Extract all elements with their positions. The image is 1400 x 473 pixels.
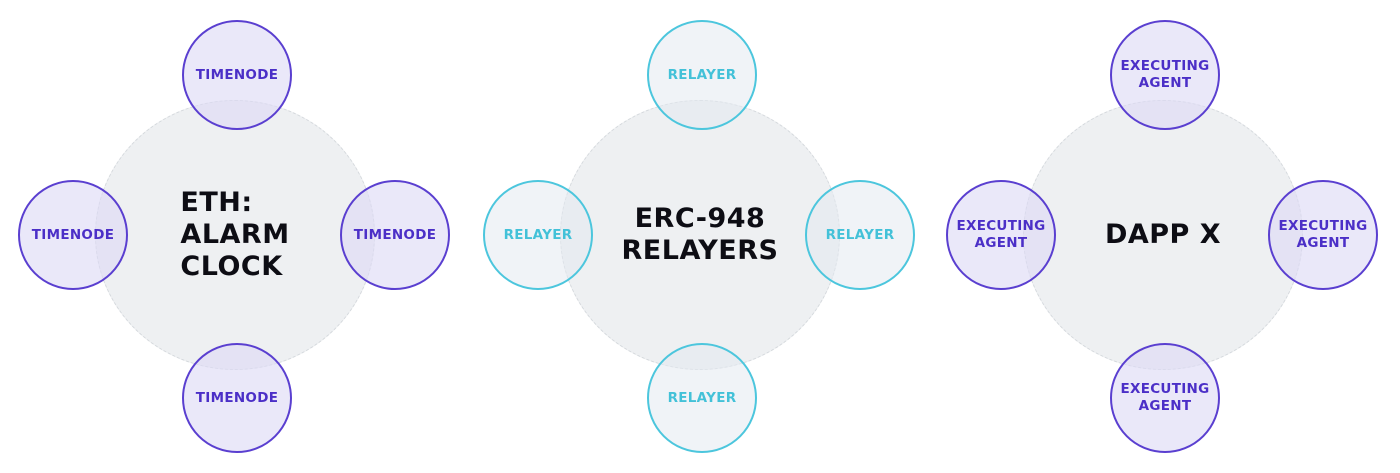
cluster-dapp-x: DAPP X EXECUTING AGENT EXECUTING AGENT E… bbox=[928, 0, 1388, 473]
relayer-bottom: RELAYER bbox=[647, 343, 757, 453]
executing-agent-left: EXECUTING AGENT bbox=[946, 180, 1056, 290]
node-label: TIMENODE bbox=[31, 226, 115, 243]
node-label: RELAYER bbox=[503, 226, 573, 243]
cluster-erc-948-relayers: ERC-948 RELAYERS RELAYER RELAYER RELAYER… bbox=[465, 0, 925, 473]
node-label: RELAYER bbox=[825, 226, 895, 243]
relayer-top: RELAYER bbox=[647, 20, 757, 130]
node-label: RELAYER bbox=[667, 66, 737, 83]
node-label: RELAYER bbox=[667, 389, 737, 406]
node-label: TIMENODE bbox=[353, 226, 437, 243]
node-label: EXECUTING AGENT bbox=[956, 218, 1046, 251]
node-label: EXECUTING AGENT bbox=[1120, 381, 1210, 414]
executing-agent-top: EXECUTING AGENT bbox=[1110, 20, 1220, 130]
relayer-right: RELAYER bbox=[805, 180, 915, 290]
executing-agent-bottom: EXECUTING AGENT bbox=[1110, 343, 1220, 453]
node-label: TIMENODE bbox=[195, 66, 279, 83]
executing-agent-right: EXECUTING AGENT bbox=[1268, 180, 1378, 290]
timenode-left: TIMENODE bbox=[18, 180, 128, 290]
node-label: TIMENODE bbox=[195, 389, 279, 406]
hub-circle bbox=[560, 100, 840, 370]
timenode-right: TIMENODE bbox=[340, 180, 450, 290]
timenode-top: TIMENODE bbox=[182, 20, 292, 130]
hub-circle bbox=[95, 100, 375, 370]
node-label: EXECUTING AGENT bbox=[1120, 58, 1210, 91]
timenode-bottom: TIMENODE bbox=[182, 343, 292, 453]
hub-circle bbox=[1023, 100, 1303, 370]
relayer-left: RELAYER bbox=[483, 180, 593, 290]
cluster-eth-alarm-clock: ETH: ALARM CLOCK TIMENODE TIMENODE TIMEN… bbox=[0, 0, 460, 473]
node-label: EXECUTING AGENT bbox=[1278, 218, 1368, 251]
